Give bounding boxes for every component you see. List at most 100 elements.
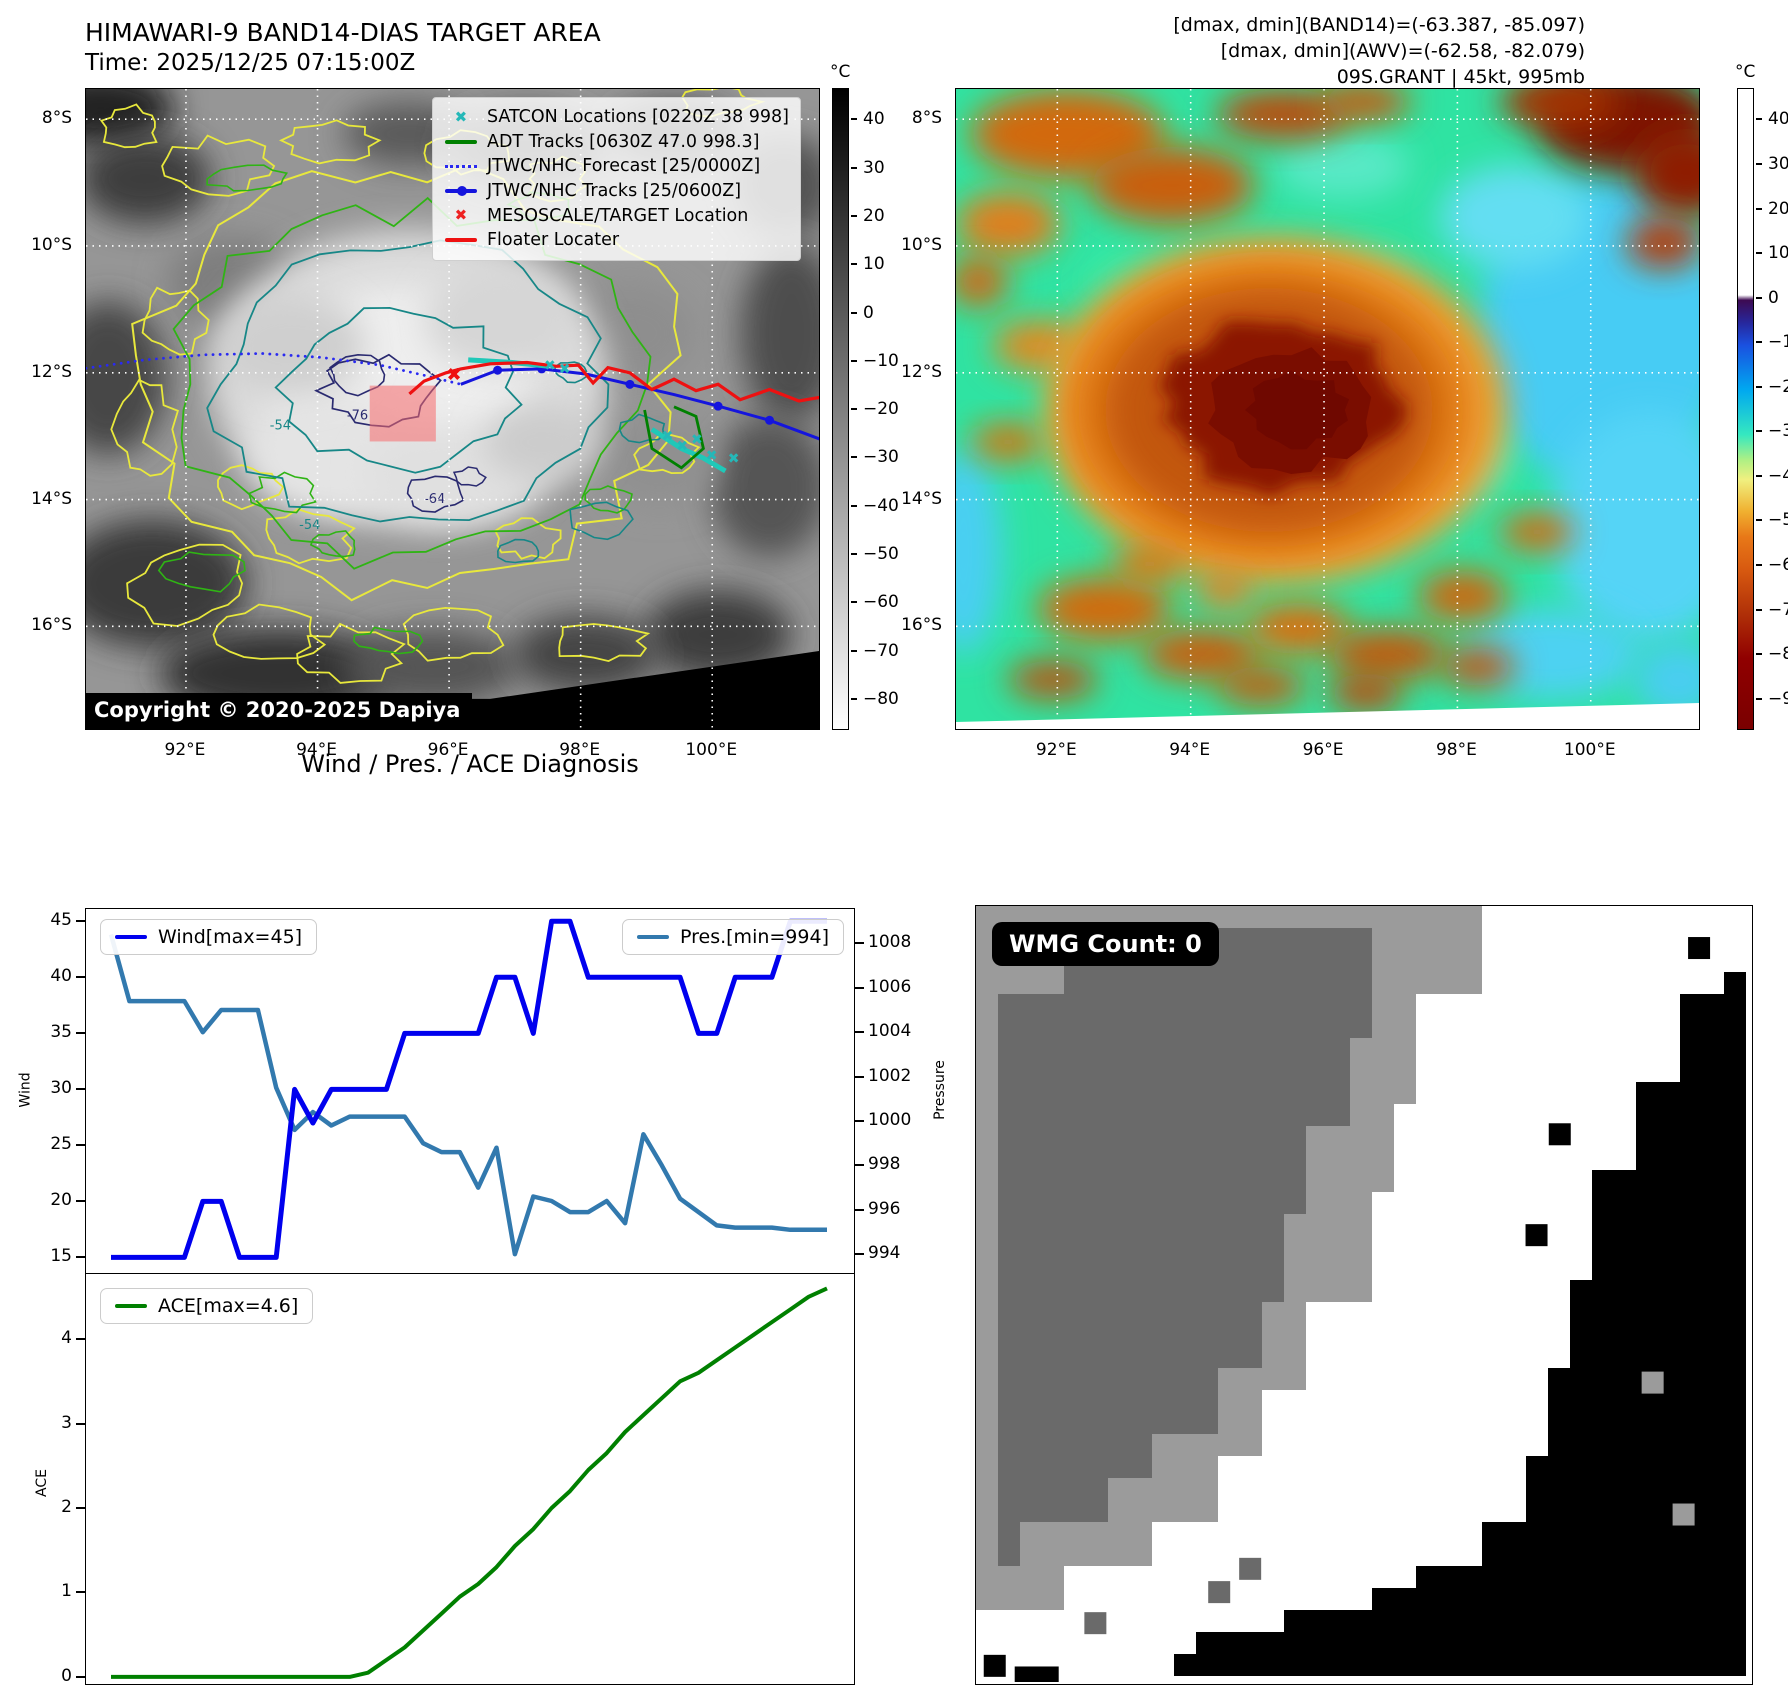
tick-label: −30 bbox=[851, 447, 899, 467]
target-area-box bbox=[369, 385, 436, 442]
copyright-label: Copyright © 2020-2025 Dapiya bbox=[86, 693, 473, 729]
map-legend: ✖ SATCON Locations [0220Z 38 998] ADT Trac… bbox=[431, 97, 801, 261]
tick-label: 40 bbox=[1756, 109, 1788, 129]
tick-mark bbox=[76, 1675, 85, 1678]
tick-label: −10 bbox=[1756, 332, 1788, 352]
tick-label: 1004 bbox=[868, 1021, 912, 1042]
ir-enhanced-map-panel bbox=[955, 88, 1700, 730]
tick-label: 10 bbox=[1756, 243, 1788, 263]
line-swatch-icon bbox=[444, 238, 478, 243]
tick-label: 100°E bbox=[1563, 740, 1616, 760]
tick-mark bbox=[76, 1032, 85, 1035]
tick-label: −70 bbox=[1756, 600, 1788, 620]
contour-label: -54 bbox=[270, 418, 291, 433]
tick-label: 92°E bbox=[1035, 740, 1077, 760]
line-swatch-icon bbox=[444, 164, 478, 168]
tick-label: −10 bbox=[851, 351, 899, 371]
tick-mark bbox=[855, 1208, 864, 1211]
storm-id: 09S.GRANT | 45kt, 995mb bbox=[1336, 66, 1585, 89]
satcon-x-marker: ✖ bbox=[676, 438, 688, 454]
tick-label: 45 bbox=[50, 910, 72, 931]
tick-label: 1000 bbox=[868, 1110, 912, 1131]
legend-item-label: Floater Locater bbox=[486, 230, 620, 251]
tick-label: 20 bbox=[50, 1190, 72, 1211]
tick-label: 3 bbox=[61, 1412, 72, 1433]
tick-label: 92°E bbox=[164, 740, 206, 760]
line-swatch-icon bbox=[444, 186, 478, 197]
tick-label: −60 bbox=[851, 592, 899, 612]
ace-plot bbox=[111, 1286, 828, 1679]
tick-label: −70 bbox=[851, 641, 899, 661]
tick-mark bbox=[76, 1256, 85, 1259]
tick-label: −40 bbox=[1756, 466, 1788, 486]
ir-enhanced-map-image bbox=[956, 89, 1699, 729]
ace-axis-title: ACE bbox=[33, 1469, 50, 1497]
colorbar-b-ticks: 40 30 20 10 0 −10 −20 −30 −40 −50 −60 −70 −80 −90 bbox=[1756, 88, 1788, 730]
legend-item-label: MESOSCALE/TARGET Location bbox=[486, 205, 749, 226]
line-swatch-icon bbox=[444, 140, 478, 144]
wind-pressure-chart: Wind[max=45] Pres.[min=994] 15 20 25 30 35 40… bbox=[50, 908, 911, 1275]
satcon-x-marker: ✖ bbox=[662, 429, 674, 445]
tick-label: 0 bbox=[1756, 288, 1779, 308]
legend-item: ✖ SATCON Locations [0220Z 38 998] bbox=[444, 105, 789, 130]
tick-label: −20 bbox=[851, 399, 899, 419]
legend-item-label: JTWC/NHC Forecast [25/0000Z] bbox=[486, 156, 761, 177]
tick-label: 0 bbox=[851, 303, 874, 323]
tick-label: 1002 bbox=[868, 1065, 912, 1086]
colorbar-a-title: °C bbox=[830, 62, 851, 82]
tick-mark bbox=[855, 1164, 864, 1167]
tick-mark bbox=[855, 1253, 864, 1256]
contour-label: -54 bbox=[299, 518, 320, 533]
tick-label: 15 bbox=[50, 1246, 72, 1267]
wind-pressure-plot bbox=[108, 918, 827, 1260]
tick-label: 40 bbox=[50, 966, 72, 987]
tick-label: 40 bbox=[851, 109, 885, 129]
tick-label: 8°S bbox=[41, 108, 72, 129]
stat-awv: [dmax, dmin](AWV)=(-62.58, -82.079) bbox=[1220, 40, 1585, 63]
legend-item: Floater Locater bbox=[444, 228, 789, 253]
pressure-axis-title: Pressure bbox=[931, 1060, 948, 1120]
tick-mark bbox=[76, 1591, 85, 1594]
ace-legend: ACE[max=4.6] bbox=[100, 1288, 314, 1324]
colorbar-a-ticks: 40 30 20 10 0 −10 −20 −30 −40 −50 −60 −70 −80 bbox=[851, 88, 907, 730]
tick-label: 20 bbox=[851, 206, 885, 226]
tick-mark bbox=[855, 1031, 864, 1034]
wind-line-swatch bbox=[115, 934, 147, 940]
ir-map-xaxis: 92°E 94°E 96°E 98°E 100°E bbox=[955, 734, 1700, 760]
tick-label: 16°S bbox=[31, 615, 72, 636]
tick-label: 10 bbox=[851, 254, 885, 274]
legend-item: ADT Tracks [0630Z 47.0 998.3] bbox=[444, 130, 789, 155]
pressure-legend: Pres.[min=994] bbox=[622, 919, 844, 955]
tick-label: −30 bbox=[1756, 421, 1788, 441]
tick-mark bbox=[855, 986, 864, 989]
band14-map-xaxis: 92°E 94°E 96°E 98°E 100°E bbox=[85, 734, 820, 760]
tick-label: 12°S bbox=[901, 361, 942, 382]
contour-label: -64 bbox=[424, 492, 445, 507]
pressure-legend-label: Pres.[min=994] bbox=[680, 926, 829, 948]
colorbar-a bbox=[832, 88, 849, 730]
tick-label: 98°E bbox=[1435, 740, 1477, 760]
tick-label: −80 bbox=[851, 689, 899, 709]
tick-label: 998 bbox=[868, 1154, 901, 1175]
ir-map-yaxis: 8°S 10°S 12°S 14°S 16°S bbox=[890, 88, 950, 730]
wind-legend-label: Wind[max=45] bbox=[158, 926, 303, 948]
tick-label: 35 bbox=[50, 1022, 72, 1043]
ace-line-swatch bbox=[115, 1303, 147, 1309]
tick-label: 2 bbox=[61, 1496, 72, 1517]
tick-mark bbox=[855, 942, 864, 945]
tick-mark bbox=[855, 1120, 864, 1123]
tick-label: 10°S bbox=[31, 234, 72, 255]
tick-mark bbox=[76, 1338, 85, 1341]
tick-mark bbox=[76, 1506, 85, 1509]
legend-item-label: ADT Tracks [0630Z 47.0 998.3] bbox=[486, 131, 760, 152]
satcon-x-marker: ✖ bbox=[691, 432, 703, 448]
band14-map-yaxis: 8°S 10°S 12°S 14°S 16°S bbox=[20, 88, 80, 730]
tick-label: 16°S bbox=[901, 615, 942, 636]
tick-label: 8°S bbox=[911, 108, 942, 129]
tick-label: 96°E bbox=[1302, 740, 1344, 760]
ace-chart: ACE[max=4.6] 0 1 2 3 4 bbox=[61, 1273, 855, 1686]
tick-label: 14°S bbox=[31, 488, 72, 509]
tick-label: −90 bbox=[1756, 689, 1788, 709]
tick-mark bbox=[76, 976, 85, 979]
